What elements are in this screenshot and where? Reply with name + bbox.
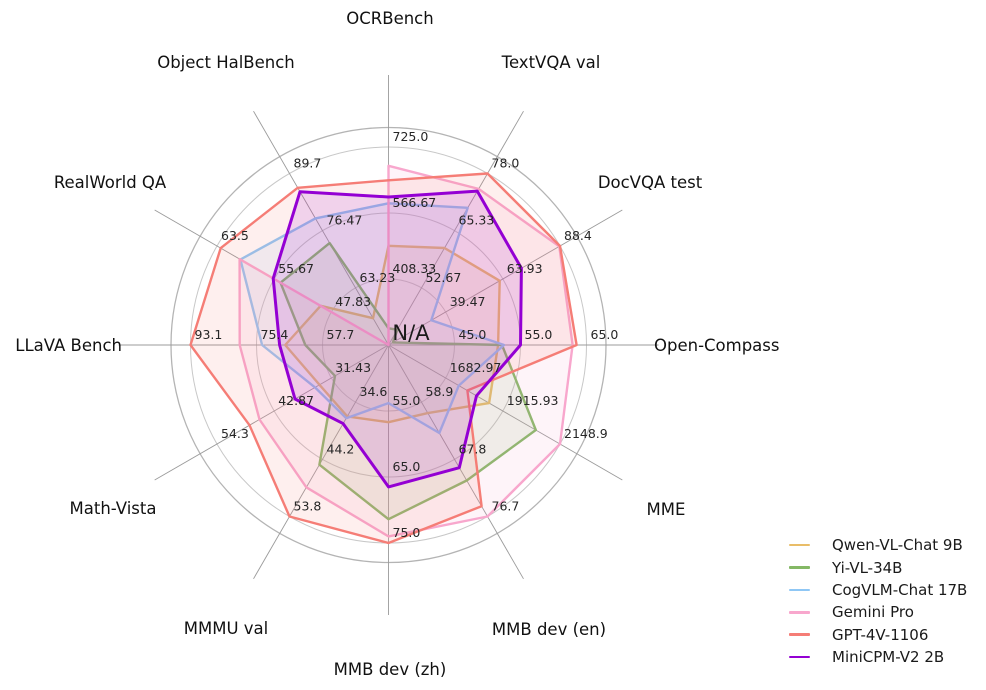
tick-label: 53.8 [294,499,322,514]
tick-label: 76.7 [492,499,520,514]
tick-label: 63.5 [221,228,249,243]
tick-label: 408.33 [393,261,437,276]
axis-label-llava-bench: LLaVA Bench [15,336,122,355]
legend-label: CogVLM-Chat 17B [832,580,968,599]
tick-label: 63.93 [507,261,543,276]
tick-label: 67.8 [459,441,487,456]
axis-label-docvqa-test: DocVQA test [598,173,703,192]
axis-label-open-compass: Open-Compass [654,336,780,355]
tick-label: 31.43 [335,360,371,375]
tick-labels: 408.33 566.67 725.0 52.67 65.33 78.0 39.47 63.9… [195,129,619,540]
tick-label: 42.87 [278,393,314,408]
tick-label: 44.2 [327,441,355,456]
legend-swatch-line [789,611,810,614]
tick-label: 566.67 [393,195,437,210]
tick-label: 2148.9 [564,426,608,441]
legend-label: MiniCPM-V2 2B [832,648,945,667]
tick-label: 57.7 [327,327,355,342]
tick-label: 78.0 [492,156,520,171]
tick-label: 55.0 [393,393,421,408]
axis-labels: OCRBench TextVQA val DocVQA test Open-Compa… [15,9,779,679]
legend-swatch-line [789,543,810,547]
tick-label: 93.1 [195,327,223,342]
series-polygons [189,164,578,545]
legend-item: Yi-VL-34B [789,556,967,578]
tick-label: 34.6 [360,384,388,399]
legend-item: Gemini Pro [789,601,967,623]
tick-label: 1682.97 [450,360,502,375]
axis-spoke [388,344,524,580]
tick-label: 39.47 [450,294,486,309]
legend-label: Gemini Pro [832,603,914,622]
tick-label: 55.0 [525,327,553,342]
axis-spoke [388,110,524,346]
tick-label: 75.0 [393,525,421,540]
axis-spoke [388,344,623,481]
tick-label: 65.33 [459,213,495,228]
axis-label-mmb-dev-en-: MMB dev (en) [492,620,606,639]
axis-spoke [388,209,623,346]
tick-label: 65.0 [393,459,421,474]
axis-label-mmb-dev-zh-: MMB dev (zh) [334,660,447,679]
legend-label: Qwen-VL-Chat 9B [832,536,963,555]
tick-label: 52.67 [426,270,462,285]
legend: Qwen-VL-Chat 9B Yi-VL-34B CogVLM-Chat 17B G… [789,534,967,668]
tick-label: 45.0 [459,327,487,342]
center-na-label: N/A [392,321,430,345]
legend-item: Qwen-VL-Chat 9B [789,534,967,556]
legend-swatch-line [789,588,810,592]
legend-item: MiniCPM-V2 2B [789,646,967,668]
legend-item: CogVLM-Chat 17B [789,579,967,601]
tick-label: 65.0 [591,327,619,342]
tick-label: 47.83 [335,294,371,309]
tick-label: 89.7 [294,156,322,171]
legend-swatch-line [789,655,810,659]
axis-spoke [253,110,389,346]
tick-label: 76.47 [327,213,363,228]
tick-label: 75.4 [261,327,289,342]
axis-spoke [154,344,389,481]
legend-swatch-line [789,566,810,569]
series-polygon-minicpm-v2-2b [271,189,523,489]
tick-label: 63.23 [360,270,396,285]
axis-label-ocrbench: OCRBench [346,9,433,28]
axis-label-mmmu-val: MMMU val [184,619,269,638]
legend-label: GPT-4V-1106 [832,625,929,644]
tick-label: 88.4 [564,228,592,243]
axis-label-object-halbench: Object HalBench [157,53,295,72]
axis-label-realworld-qa: RealWorld QA [54,173,167,192]
legend-item: GPT-4V-1106 [789,624,967,646]
series-polygon-gpt-4v-1106 [189,172,578,545]
tick-label: 725.0 [393,129,429,144]
legend-label: Yi-VL-34B [832,558,903,577]
tick-label: 58.9 [426,384,454,399]
tick-label: 55.67 [278,261,314,276]
axis-label-mme: MME [647,500,686,519]
axis-label-textvqa-val: TextVQA val [501,53,601,72]
tick-label: 54.3 [221,426,249,441]
axis-label-math-vista: Math-Vista [70,499,157,518]
legend-swatch-line [789,633,810,637]
tick-label: 1915.93 [507,393,559,408]
